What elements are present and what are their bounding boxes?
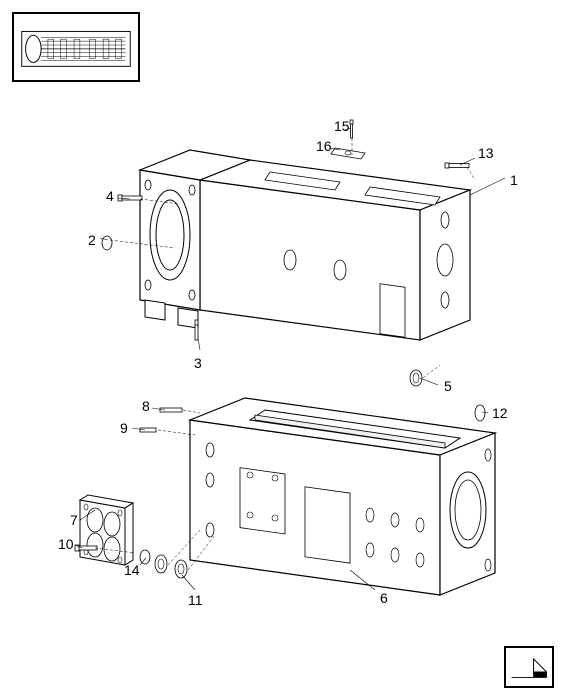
upper-housing bbox=[140, 150, 470, 340]
callout-1: 1 bbox=[510, 172, 518, 188]
callout-14: 14 bbox=[124, 562, 140, 578]
plug-2 bbox=[102, 236, 112, 250]
callout-13: 13 bbox=[478, 145, 494, 161]
lower-housing bbox=[190, 398, 495, 595]
callout-6: 6 bbox=[380, 590, 388, 606]
callout-7: 7 bbox=[70, 512, 78, 528]
bushing-11b bbox=[175, 560, 187, 578]
bushing-11a bbox=[155, 555, 167, 573]
callout-5: 5 bbox=[444, 378, 452, 394]
callout-4: 4 bbox=[106, 188, 114, 204]
dowel-9 bbox=[140, 428, 156, 432]
bolt-13 bbox=[445, 163, 469, 168]
callout-8: 8 bbox=[142, 398, 150, 414]
screw-3 bbox=[195, 320, 198, 340]
callout-16: 16 bbox=[316, 138, 332, 154]
page-flip-icon[interactable] bbox=[504, 646, 554, 688]
screw-15 bbox=[350, 120, 353, 138]
flip-icon-svg bbox=[506, 648, 552, 687]
callout-9: 9 bbox=[120, 420, 128, 436]
plug-12 bbox=[475, 405, 485, 421]
callout-11: 11 bbox=[188, 592, 203, 608]
bolt-10 bbox=[75, 545, 97, 551]
bushing-14 bbox=[140, 550, 150, 564]
cover-plate bbox=[80, 495, 133, 565]
main-exploded-diagram bbox=[0, 0, 566, 700]
cover-16 bbox=[331, 148, 365, 159]
callout-12: 12 bbox=[492, 405, 508, 421]
callout-15: 15 bbox=[334, 118, 350, 134]
callout-2: 2 bbox=[88, 232, 96, 248]
callout-10: 10 bbox=[58, 536, 74, 552]
callout-3: 3 bbox=[194, 355, 202, 371]
